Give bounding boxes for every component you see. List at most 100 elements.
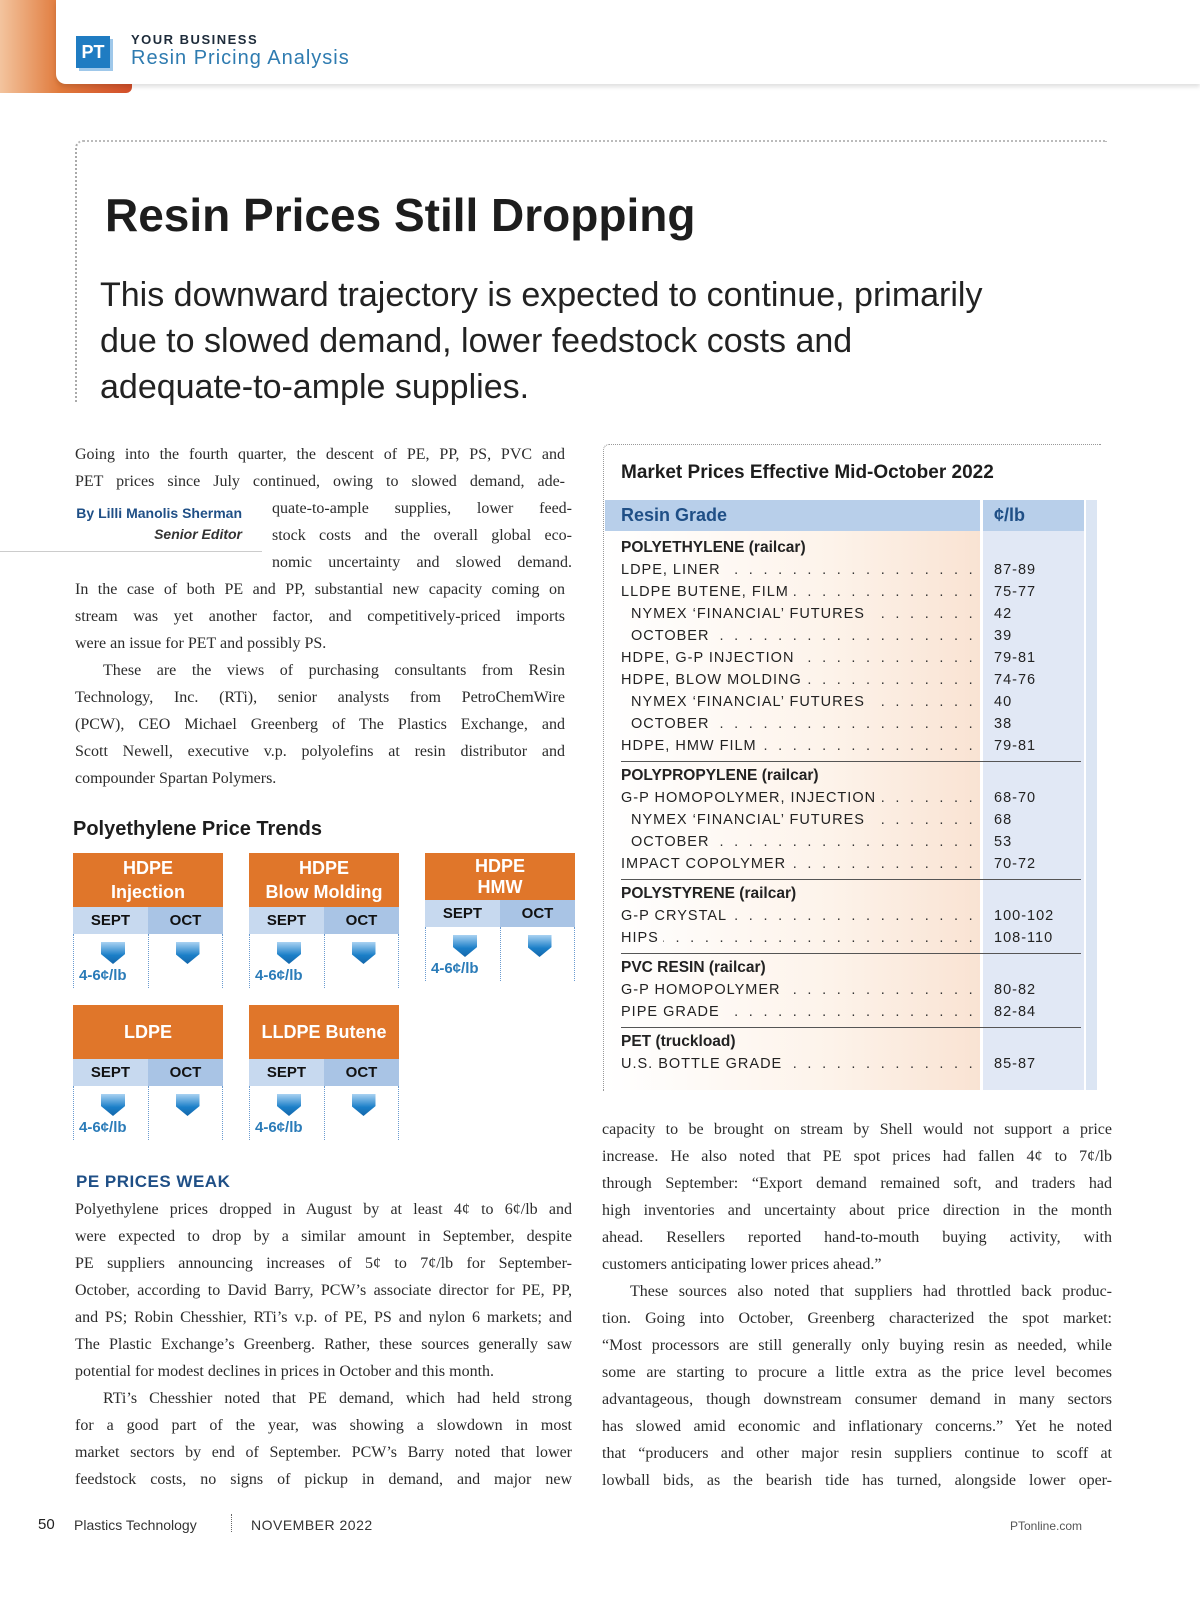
tile-months: SEPT OCT: [425, 900, 575, 927]
price-value: 68-70: [994, 790, 1037, 806]
text-line: increase. He also noted that PE spot pri…: [602, 1148, 1112, 1165]
grade-label: OCTOBER: [631, 834, 710, 850]
table-row: HDPE, BLOW MOLDING. . . . . . . . . . . …: [621, 669, 1081, 691]
grade-label: LDPE, LINER: [621, 562, 721, 578]
group-separator: [621, 761, 1081, 762]
grade-cell: OCTOBER. . . . . . . . . . . . . . . . .…: [621, 713, 976, 735]
leader-dots: . . . . . . . . . . . . . . . . . . . . …: [713, 834, 976, 850]
table-row: PIPE GRADE. . . . . . . . . . . . . . . …: [621, 1001, 1081, 1023]
text-line: nomic uncertainty and slowed demand.: [272, 554, 572, 571]
tile-header: HDPE HMW: [425, 853, 575, 900]
price-value: 100-102: [994, 908, 1055, 924]
grade-cell: OCTOBER. . . . . . . . . . . . . . . . .…: [621, 831, 976, 853]
leader-dots: . . . . . . . . . . . . . . . . . . . . …: [869, 606, 976, 622]
tile-months: SEPT OCT: [249, 907, 399, 934]
leader-dots: . . . . . . . . . . . . . . . . . . . . …: [731, 908, 976, 924]
price-value: 38: [994, 716, 1013, 732]
price-value: 74-76: [994, 672, 1037, 688]
leader-dots: . . . . . . . . . . . . . . . . . . . . …: [869, 812, 976, 828]
grade-cell: PIPE GRADE. . . . . . . . . . . . . . . …: [621, 1001, 976, 1023]
down-arrow-icon: [101, 1094, 125, 1116]
tile-header: HDPE Blow Molding: [249, 853, 399, 907]
text-line: PE suppliers announcing increases of 5¢ …: [75, 1255, 572, 1272]
right-body-text: capacity to be brought on stream by Shel…: [602, 1116, 1112, 1494]
grade-cell: NYMEX ‘FINANCIAL’ FUTURES. . . . . . . .…: [621, 809, 976, 831]
grade-label: OCTOBER: [631, 628, 710, 644]
text-line: Going into the fourth quarter, the desce…: [75, 446, 565, 463]
price-value: 108-110: [994, 930, 1054, 946]
header-bar: [56, 0, 1200, 84]
text-line: were an issue for PET and possibly PS.: [75, 635, 327, 652]
title-frame: [75, 140, 1107, 402]
text-line: PET prices since July continued, owing t…: [75, 473, 565, 490]
grade-cell: HIPS. . . . . . . . . . . . . . . . . . …: [621, 927, 976, 949]
text-line: capacity to be brought on stream by Shel…: [602, 1121, 1112, 1138]
table-row: OCTOBER. . . . . . . . . . . . . . . . .…: [621, 713, 1081, 735]
grade-label: HDPE, G-P INJECTION: [621, 650, 795, 666]
month-sept: SEPT: [425, 900, 500, 927]
leader-dots: . . . . . . . . . . . . . . . . . . . . …: [713, 716, 976, 732]
down-arrow-icon: [527, 935, 552, 957]
grade-label: G-P HOMOPOLYMER, INJECTION: [621, 790, 877, 806]
grade-cell: HDPE, G-P INJECTION. . . . . . . . . . .…: [621, 647, 976, 669]
group-name: PVC RESIN (railcar): [621, 959, 766, 976]
grade-label: HDPE, BLOW MOLDING: [621, 672, 802, 688]
month-oct: OCT: [500, 900, 575, 927]
grade-label: PIPE GRADE: [621, 1004, 720, 1020]
issue-date: NOVEMBER 2022: [251, 1517, 373, 1533]
grade-cell: IMPACT COPOLYMER. . . . . . . . . . . . …: [621, 853, 976, 875]
table-row: OCTOBER. . . . . . . . . . . . . . . . .…: [621, 625, 1081, 647]
price-value: 70-72: [994, 856, 1037, 872]
price-value: 82-84: [994, 1004, 1037, 1020]
text-line: stock costs and the overall global eco-: [272, 527, 572, 544]
publication-name: Plastics Technology: [74, 1517, 197, 1533]
grade-cell: HDPE, BLOW MOLDING. . . . . . . . . . . …: [621, 669, 976, 691]
tile-title-line: HMW: [477, 876, 523, 897]
leader-dots: . . . . . . . . . . . . . . . . . . . . …: [880, 790, 976, 806]
sept-change: 4-6¢/lb: [255, 967, 303, 984]
text-line: stream was yet another factor, and compe…: [75, 608, 565, 625]
group-name: POLYETHYLENE (railcar): [621, 539, 806, 556]
leader-dots: . . . . . . . . . . . . . . . . . . . . …: [713, 628, 976, 644]
grade-label: NYMEX ‘FINANCIAL’ FUTURES: [631, 694, 865, 710]
grade-cell: OCTOBER. . . . . . . . . . . . . . . . .…: [621, 625, 976, 647]
price-value: 68: [994, 812, 1013, 828]
table-row: HIPS. . . . . . . . . . . . . . . . . . …: [621, 927, 1081, 949]
price-value: 80-82: [994, 982, 1037, 998]
text-line: for a good part of the year, was showing…: [75, 1417, 572, 1434]
grade-label: NYMEX ‘FINANCIAL’ FUTURES: [631, 812, 865, 828]
text-line: market sectors by end of September. PCW’…: [75, 1444, 572, 1461]
footer-divider: [231, 1514, 232, 1532]
tile-body: 4-6¢/lb: [249, 934, 399, 988]
text-line: through September: “Export demand remain…: [602, 1175, 1112, 1192]
trend-tile: LLDPE Butene SEPT OCT 4-6¢/lb: [249, 1005, 399, 1140]
article-dek: This downward trajectory is expected to …: [100, 276, 983, 406]
table-row: HDPE, G-P INJECTION. . . . . . . . . . .…: [621, 647, 1081, 669]
intro-text: Going into the fourth quarter, the desce…: [0, 441, 572, 792]
table-row: HDPE, HMW FILM. . . . . . . . . . . . . …: [621, 735, 1081, 757]
subhead-pe-prices-weak: PE PRICES WEAK: [76, 1172, 231, 1191]
oct-cell: [323, 1086, 399, 1140]
table-row: NYMEX ‘FINANCIAL’ FUTURES. . . . . . . .…: [621, 691, 1081, 713]
sept-cell: 4-6¢/lb: [73, 934, 148, 988]
month-oct: OCT: [324, 907, 399, 934]
down-arrow-icon: [277, 1094, 301, 1116]
tile-body: 4-6¢/lb: [73, 934, 223, 988]
grade-cell: LLDPE BUTENE, FILM. . . . . . . . . . . …: [621, 581, 976, 603]
tile-title-line: HDPE: [474, 855, 525, 876]
text-line: In the case of both PE and PP, substanti…: [75, 581, 565, 598]
tile-header: LDPE: [73, 1005, 223, 1059]
price-value: 79-81: [994, 650, 1037, 666]
group-name: PET (truckload): [621, 1033, 736, 1050]
section-kicker: YOUR BUSINESS: [131, 32, 259, 47]
price-value: 85-87: [994, 1056, 1037, 1072]
site-url[interactable]: PTonline.com: [1010, 1519, 1083, 1533]
grade-cell: G-P HOMOPOLYMER. . . . . . . . . . . . .…: [621, 979, 976, 1001]
grade-cell: NYMEX ‘FINANCIAL’ FUTURES. . . . . . . .…: [621, 603, 976, 625]
pt-logo: PT: [76, 36, 110, 68]
grade-label: NYMEX ‘FINANCIAL’ FUTURES: [631, 606, 865, 622]
trend-tile: HDPE Injection SEPT OCT 4-6¢/lb: [73, 853, 223, 988]
tile-months: SEPT OCT: [73, 1059, 223, 1086]
grade-cell: NYMEX ‘FINANCIAL’ FUTURES. . . . . . . .…: [621, 691, 976, 713]
down-arrow-icon: [453, 935, 477, 957]
